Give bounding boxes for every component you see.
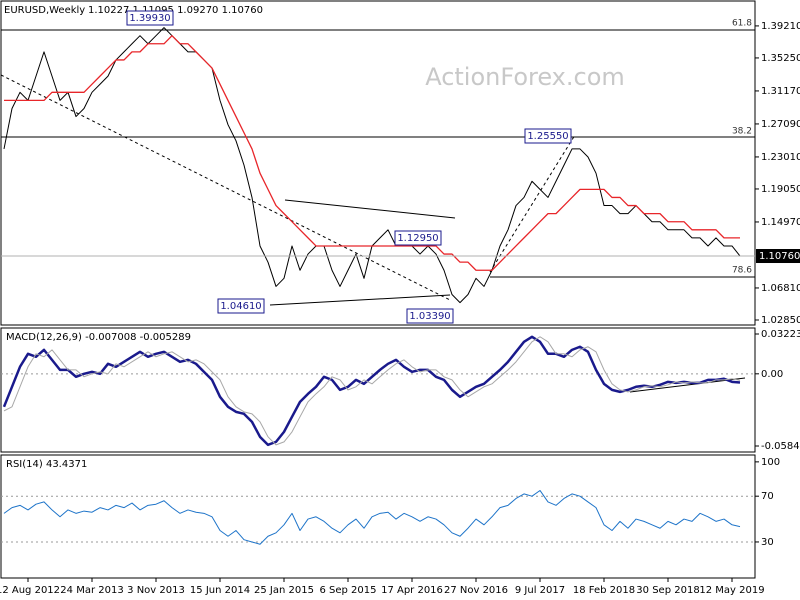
- level-label: 38.2: [732, 127, 752, 137]
- trend-line: [269, 294, 451, 306]
- watermark: ActionForex.com: [425, 63, 625, 91]
- y-tick-label: 1.14970: [761, 217, 800, 228]
- annotation: 1.04610: [220, 301, 261, 312]
- macd-panel: [0, 327, 756, 453]
- x-tick-label: 25 Jan 2015: [254, 585, 314, 596]
- x-tick-label: 18 Feb 2018: [573, 585, 635, 596]
- annotation: 1.03390: [409, 311, 450, 322]
- series-line: [4, 35, 740, 271]
- x-tick-label: 9 Jul 2017: [515, 585, 565, 596]
- ohlc-values: 1.10227 1.11095 1.09270 1.10760: [88, 5, 263, 16]
- y-tick-label: 1.02850: [761, 315, 800, 326]
- x-tick-label: 17 Apr 2016: [381, 585, 443, 596]
- annotation-box: [524, 128, 572, 144]
- chart-title: EURUSD,Weekly: [4, 5, 85, 16]
- series-line: [3, 336, 741, 446]
- y-tick-label: 70: [761, 491, 774, 502]
- y-tick-label: 1.27090: [761, 119, 800, 130]
- panel-title: RSI(14) 43.4371: [6, 459, 87, 470]
- current-price-label: 1.10760: [759, 251, 800, 262]
- x-tick-label: 6 Sep 2015: [319, 585, 376, 596]
- annotation-box: [126, 10, 174, 26]
- y-tick-label: 100: [761, 457, 780, 468]
- x-tick-label: 12 Aug 2012: [0, 585, 60, 596]
- series-line: [3, 489, 741, 545]
- y-tick-label: -0.058434: [761, 441, 800, 452]
- annotation-box: [406, 308, 454, 324]
- series-line: [2, 335, 741, 447]
- level-label: 78.6: [732, 266, 752, 276]
- rsi-panel: [0, 454, 756, 579]
- y-tick-label: 1.39210: [761, 21, 800, 32]
- y-tick-label: 1.31170: [761, 86, 800, 97]
- x-tick-label: 27 Nov 2016: [444, 585, 508, 596]
- x-tick-label: 12 May 2019: [699, 585, 764, 596]
- x-tick-label: 3 Nov 2013: [127, 585, 185, 596]
- y-tick-label: 0.00: [761, 369, 783, 380]
- annotation-box: [394, 230, 442, 246]
- y-tick-label: 1.23010: [761, 152, 800, 163]
- panel-title: MACD(12,26,9) -0.007008 -0.005289: [6, 332, 191, 343]
- y-tick-label: 1.19050: [761, 184, 800, 195]
- y-tick-label: 1.06810: [761, 283, 800, 294]
- y-tick-label: 0.032235: [761, 329, 800, 340]
- x-tick-label: 30 Sep 2018: [636, 585, 699, 596]
- current-price-box: [756, 249, 800, 264]
- annotation: 1.12950: [397, 233, 438, 244]
- annotation-box: [217, 298, 265, 314]
- trend-line: [0, 74, 451, 301]
- x-tick-label: 24 Mar 2013: [60, 585, 123, 596]
- y-tick-label: 1.35250: [761, 53, 800, 64]
- x-tick-label: 15 Jun 2014: [190, 585, 250, 596]
- y-tick-label: 30: [761, 537, 774, 548]
- price-panel: [0, 0, 756, 326]
- trend-line: [489, 134, 576, 273]
- annotation: 1.39930: [129, 13, 170, 24]
- annotation: 1.25550: [527, 131, 568, 142]
- level-label: 61.8: [732, 19, 752, 29]
- trend-line: [284, 199, 456, 219]
